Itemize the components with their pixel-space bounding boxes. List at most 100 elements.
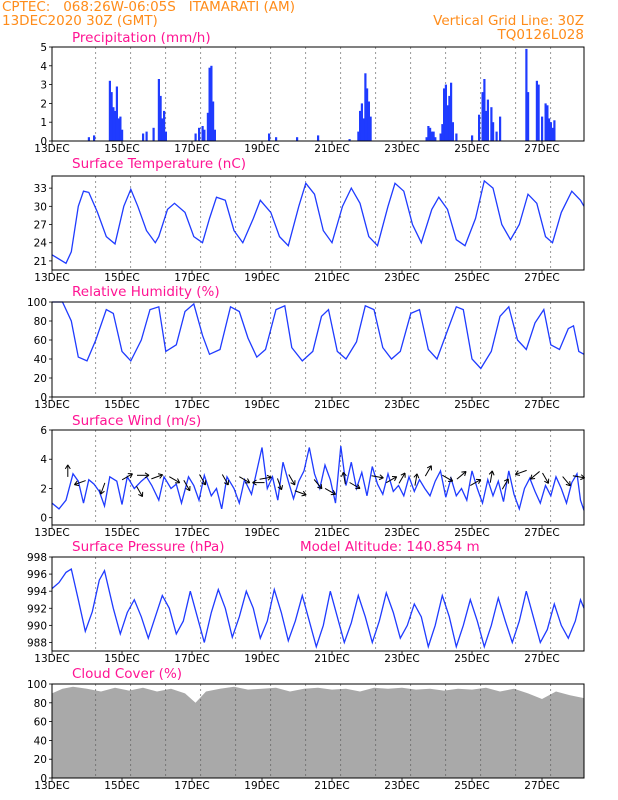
x-tick-label: 13DEC: [34, 399, 69, 411]
wind-arrow: [313, 479, 323, 490]
wind-arrow-head: [488, 470, 495, 476]
x-tick-label: 15DEC: [104, 527, 139, 539]
precip-bar: [159, 95, 162, 141]
y-tick-label: 0: [40, 513, 47, 525]
x-tick-label: 19DEC: [244, 780, 279, 792]
wind-arrow-head: [127, 473, 133, 479]
wind-arrow: [424, 465, 432, 477]
precip-bar: [549, 122, 552, 141]
wind-arrow: [276, 478, 284, 491]
wind-arrow-shaft: [288, 474, 296, 486]
wind-arrow: [341, 471, 347, 485]
wind-arrow: [136, 485, 144, 498]
y-tick-label: 40: [34, 354, 47, 366]
wind-arrow: [470, 478, 482, 487]
y-tick-label: 100: [27, 679, 47, 691]
panel-frame: [51, 175, 585, 271]
y-tick-label: 20: [34, 754, 47, 766]
wind-arrow-shaft: [515, 469, 527, 475]
wind-arrow-head: [544, 478, 550, 484]
wind-arrow-head: [426, 465, 432, 471]
precip-bar: [203, 129, 206, 141]
precip-bar: [119, 116, 122, 141]
precip-bar: [317, 135, 320, 141]
precip-bar: [430, 131, 433, 141]
panel-title: Cloud Cover (%): [72, 666, 182, 682]
wind-arrow: [199, 474, 207, 486]
wind-arrow-shaft: [572, 475, 585, 479]
x-tick-label: 25DEC: [454, 399, 489, 411]
precip-bar: [206, 112, 209, 141]
wind-arrow: [542, 472, 550, 484]
wind-arrow: [324, 487, 336, 496]
panel-title: Surface Pressure (hPa): [72, 539, 225, 555]
precip-bar: [478, 114, 481, 141]
y-tick-label: 20: [34, 373, 47, 385]
panel-frame: [51, 683, 585, 779]
precip-bar: [446, 105, 449, 141]
wind-arrow-head: [503, 478, 509, 484]
precip-bar: [455, 133, 458, 141]
wind-arrow-shaft: [562, 476, 571, 487]
x-tick-label: 23DEC: [384, 399, 419, 411]
wind-arrow-shaft: [183, 480, 191, 491]
wind-arrow-head: [73, 480, 80, 487]
precip-bar: [364, 73, 367, 141]
wind-arrow-shaft: [324, 487, 336, 495]
wind-arrow-head: [223, 480, 229, 486]
wind-arrow: [501, 478, 509, 490]
wind-arrow: [239, 476, 251, 484]
series-line: [51, 567, 585, 650]
x-tick-label: 27DEC: [524, 399, 559, 411]
panel-frame: [51, 429, 585, 526]
wind-arrow: [169, 476, 181, 484]
wind-arrow-head: [475, 478, 482, 484]
wind-arrow-head: [565, 481, 571, 487]
wind-arrow-shaft: [424, 465, 432, 477]
precip-bar: [425, 137, 428, 141]
x-tick-label: 25DEC: [454, 527, 489, 539]
header-code: TQ0126L028: [497, 27, 584, 43]
x-tick-label: 15DEC: [104, 399, 139, 411]
x-tick-label: 21DEC: [314, 399, 349, 411]
wind-arrow-head: [447, 476, 454, 482]
wind-arrow: [252, 479, 265, 486]
y-tick-label: 40: [34, 735, 47, 747]
precip-bar: [527, 92, 530, 141]
wind-arrow: [413, 473, 420, 486]
model-altitude-label: Model Altitude: 140.854 m: [300, 539, 480, 555]
x-tick-label: 25DEC: [454, 653, 489, 665]
precip-bar: [448, 95, 451, 141]
wind-arrow-shaft: [371, 475, 384, 479]
wind-arrow-shaft: [414, 473, 418, 486]
precip-bar: [525, 48, 528, 141]
precip-bar: [427, 126, 430, 141]
x-tick-label: 23DEC: [384, 780, 419, 792]
x-tick-label: 27DEC: [524, 272, 559, 284]
x-tick-label: 15DEC: [104, 272, 139, 284]
series-line: [51, 179, 585, 265]
wind-arrow-shaft: [121, 473, 133, 481]
x-tick-label: 15DEC: [104, 780, 139, 792]
y-tick-label: 2: [40, 483, 47, 495]
y-tick-label: 0: [40, 773, 47, 785]
wind-arrow: [562, 476, 571, 487]
wind-arrow: [64, 464, 71, 477]
precip-bar: [114, 110, 117, 141]
x-tick-label: 19DEC: [244, 399, 279, 411]
wind-arrow-shaft: [74, 480, 86, 486]
y-tick-label: 5: [40, 42, 47, 54]
precip-bar: [450, 82, 453, 141]
panel-frame: [51, 556, 585, 652]
series-line: [52, 301, 585, 370]
panel-2: 21 24 27 30 33 13DEC 15DEC 17DEC 19DEC 21DEC 23DEC…: [34, 156, 585, 284]
panel-5: 988 990 992 994 996 998 13DEC 15DEC 17DEC 19DEC 21…: [27, 539, 585, 665]
wind-arrow-shaft: [470, 479, 481, 487]
precip-bar: [535, 80, 538, 141]
precip-bar: [481, 92, 484, 141]
x-tick-label: 15DEC: [104, 653, 139, 665]
panel-title: Surface Wind (m/s): [72, 413, 201, 429]
precip-bar: [275, 137, 278, 141]
y-tick-label: 996: [27, 569, 47, 581]
x-tick-label: 17DEC: [174, 272, 209, 284]
